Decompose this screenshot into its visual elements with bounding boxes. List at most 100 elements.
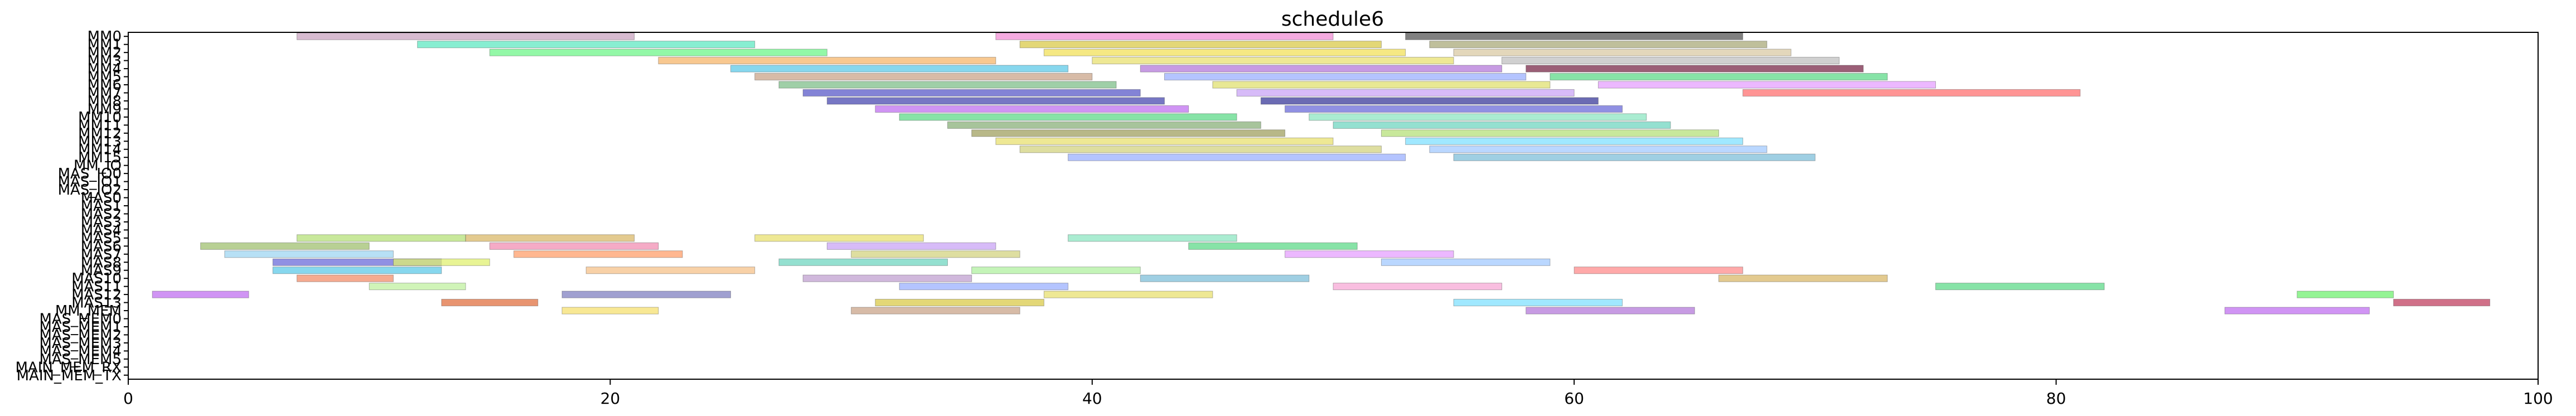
task-bar — [947, 121, 1261, 129]
task-bar — [1935, 283, 2105, 291]
task-bar — [1718, 274, 1888, 282]
y-tick-label: MAIN_MEM_TX — [17, 367, 122, 384]
task-bar — [1188, 242, 1358, 250]
y-tick-label: MAS10 — [71, 270, 122, 287]
y-tick-label: MM6 — [88, 77, 122, 94]
task-bar — [1043, 49, 1406, 56]
task-bar — [995, 137, 1334, 145]
y-tick-label: MAS5 — [81, 230, 122, 247]
task-bar — [754, 234, 924, 242]
y-tick-label: MAS8 — [81, 254, 122, 271]
task-bar — [778, 81, 1117, 89]
task-bar — [489, 49, 827, 56]
x-tick-label: 0 — [123, 389, 133, 408]
y-tick-label: MAS12 — [71, 287, 122, 303]
x-tick-label: 20 — [601, 389, 621, 408]
task-bar — [1597, 81, 1936, 89]
task-bar — [489, 242, 659, 250]
y-tick-label: MAS_IO2 — [58, 182, 122, 199]
y-tick-label: MM9 — [88, 101, 122, 118]
task-bar — [802, 274, 972, 282]
y-tick-label: MM1 — [88, 37, 122, 54]
task-bar — [1453, 49, 1791, 56]
task-bar — [1742, 89, 2081, 97]
y-tick-label: MM14 — [78, 142, 122, 158]
task-bar — [875, 299, 1044, 307]
task-bar — [1068, 234, 1237, 242]
task-bar — [802, 89, 1141, 97]
y-tick-label: MAIN_MEM_RX — [15, 359, 122, 376]
y-tick-label: MAS11 — [71, 279, 122, 296]
task-bar — [393, 258, 490, 266]
y-tick-label: MAS_MEM3 — [39, 335, 122, 352]
y-tick-label: MM3 — [88, 53, 122, 70]
task-bar — [441, 299, 539, 307]
task-bar — [1285, 250, 1454, 258]
task-bar — [1140, 274, 1310, 282]
task-bar — [826, 242, 996, 250]
task-bar — [851, 250, 1020, 258]
task-bar — [369, 283, 466, 291]
task-bar — [1043, 291, 1213, 298]
x-tick-label: 60 — [1564, 389, 1584, 408]
task-bar — [1068, 153, 1406, 161]
task-bar — [514, 250, 683, 258]
task-bar — [2297, 291, 2394, 298]
y-tick-label: MM10 — [78, 109, 122, 126]
y-tick-label: MAS2 — [81, 206, 122, 222]
task-bar — [224, 250, 394, 258]
task-bar — [730, 65, 1069, 72]
task-bar — [754, 72, 1093, 81]
y-tick-label: MAS_IO1 — [58, 174, 122, 191]
y-tick-label: MM_IO — [74, 158, 122, 175]
task-bar — [995, 32, 1334, 40]
x-tick-label: 80 — [2046, 389, 2066, 408]
task-bar — [1453, 153, 1815, 161]
task-bar — [1381, 258, 1551, 266]
task-bar — [826, 97, 1165, 105]
task-bar — [1333, 121, 1671, 129]
y-tick-label: MM5 — [88, 69, 122, 86]
task-bar — [1333, 283, 1503, 291]
task-bar — [1260, 97, 1599, 105]
y-tick-label: MM8 — [88, 93, 122, 110]
task-bar — [465, 234, 635, 242]
task-bar — [1285, 105, 1623, 113]
y-tick-label: MAS13 — [71, 295, 122, 312]
task-bar — [1573, 267, 1744, 274]
task-bar — [1429, 41, 1768, 49]
task-bar — [1550, 72, 1888, 81]
y-tick-label: MAS_MEM0 — [39, 311, 122, 328]
y-tick-label: MAS_MEM4 — [39, 343, 122, 360]
task-bar — [297, 32, 635, 40]
y-tick-label: MM7 — [88, 85, 122, 101]
y-tick-label: MAS6 — [81, 238, 122, 255]
y-tick-label: MAS4 — [81, 222, 122, 239]
task-bar — [778, 258, 948, 266]
task-bar — [1019, 146, 1382, 153]
task-bar — [200, 242, 370, 250]
task-bar — [971, 267, 1141, 274]
task-bar — [1405, 32, 1744, 40]
y-tick-label: MAS_IO0 — [58, 166, 122, 182]
task-bar — [297, 234, 466, 242]
bars-layer — [152, 32, 2491, 315]
y-tick-label: MM13 — [78, 133, 122, 150]
task-bar — [1236, 89, 1575, 97]
task-bar — [1092, 57, 1454, 65]
x-tick-label: 40 — [1082, 389, 1102, 408]
task-bar — [561, 291, 732, 298]
y-tick-label: MM12 — [78, 125, 122, 142]
y-tick-label: MAS3 — [81, 214, 122, 231]
y-tick-label: MM2 — [88, 45, 122, 61]
task-bar — [585, 267, 756, 274]
task-bar — [1405, 137, 1744, 145]
task-bar — [658, 57, 996, 65]
y-tick-label: MM11 — [78, 117, 122, 134]
y-tick-label: MM15 — [78, 149, 122, 166]
x-tick-label: 100 — [2523, 389, 2553, 408]
task-bar — [1526, 65, 1864, 72]
task-bar — [1212, 81, 1551, 89]
